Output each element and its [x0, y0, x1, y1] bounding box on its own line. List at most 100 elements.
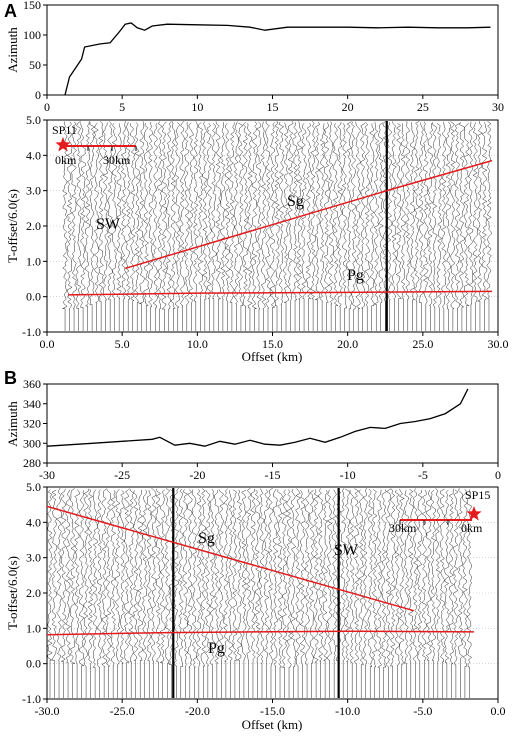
trace-wiggle [459, 122, 465, 308]
shot-point-label: SP11 [52, 123, 77, 137]
trace-wiggle [241, 489, 247, 661]
plot-frame [46, 4, 499, 96]
trace-wiggle [287, 121, 294, 302]
trace-wiggle [322, 490, 328, 661]
trace-wiggle [421, 489, 428, 661]
x-tick-label: -25 [114, 468, 130, 482]
trace-wiggle [143, 122, 150, 306]
trace-wiggle [305, 123, 312, 299]
trace-wiggle [175, 122, 181, 308]
sg-label: Sg [287, 193, 304, 210]
trace-wiggle [134, 122, 140, 303]
x-tick-label: 0 [44, 100, 50, 114]
y-tick-label: 2.0 [26, 219, 41, 233]
shot-point-label: SP15 [465, 488, 490, 502]
y-tick-label: 360 [23, 377, 41, 391]
trace-wiggle [486, 121, 492, 300]
trace-wiggle [107, 121, 113, 300]
trace-wiggle [114, 488, 121, 665]
trace-wiggle [395, 123, 402, 299]
trace-wiggle [349, 489, 355, 663]
azimuth-chart-b: -30 -25 -20 -15 -10 -5 0 280 300 320 340 360 Azimu… [5, 377, 501, 482]
trace-wiggle [236, 489, 243, 661]
trace-wiggle [385, 488, 392, 667]
location-inset: SP15 30km 0km [389, 488, 490, 535]
trace-wiggle [407, 489, 414, 663]
trace-wiggle [83, 488, 89, 667]
trace-wiggle [278, 121, 285, 305]
x-tick-label: -5.0 [413, 704, 432, 718]
star-icon [466, 506, 482, 521]
trace-wiggle [147, 121, 154, 308]
x-tick-label: -30.0 [35, 704, 60, 718]
y-ticks: 0 50 100 150 [23, 0, 47, 102]
trace-wiggle [346, 121, 352, 310]
y-tick-label: 3.0 [26, 551, 41, 565]
trace-wiggle [65, 489, 71, 663]
x-tick-label: -25.0 [110, 704, 135, 718]
azimuth-curve [64, 22, 491, 96]
trace-wiggle [250, 488, 256, 662]
y-ticks: 280 300 320 340 360 [23, 377, 47, 470]
trace-wiggle [362, 487, 369, 666]
trace-wiggle [220, 122, 226, 300]
y-ticks: -1.0 0.0 1.0 2.0 3.0 4.0 5.0 [22, 480, 47, 706]
trace-wiggle [344, 488, 351, 662]
x-axis-label: Offset (km) [242, 349, 303, 364]
trace-wiggle [448, 488, 455, 665]
trace-wiggle [454, 123, 461, 309]
trace-wiggle [313, 489, 319, 663]
y-tick-label: 0.0 [26, 290, 41, 304]
trace-wiggle [427, 123, 434, 306]
trace-wiggle [129, 123, 136, 302]
y-tick-label: 1.0 [26, 621, 41, 635]
trace-wiggle [457, 488, 464, 667]
trace-wiggle [413, 120, 420, 302]
trace-wiggle [209, 488, 216, 665]
trace-wiggle [125, 121, 131, 300]
trace-wiggle [435, 488, 441, 662]
trace-wiggle [137, 489, 144, 661]
sg-pick-line [124, 159, 493, 270]
trace-wiggle [445, 121, 452, 310]
trace-wiggle [398, 488, 405, 665]
trace-wiggle [412, 488, 419, 662]
trace-wiggle [197, 122, 204, 301]
trace-wiggle [394, 489, 400, 666]
trace-wiggle [260, 121, 267, 310]
trace-wiggle [355, 121, 361, 310]
star-icon [55, 137, 71, 152]
trace-wiggle [367, 488, 374, 667]
panel-letter-a: A [4, 1, 17, 21]
trace-wiggle [277, 489, 283, 668]
trace-wiggle [164, 488, 171, 664]
x-tick-label: 20.0 [337, 337, 358, 351]
trace-wiggle [364, 122, 370, 308]
trace-wiggle [418, 122, 425, 303]
x-tick-label: -30 [39, 468, 55, 482]
trace-wiggle [403, 490, 409, 664]
trace-wiggle [187, 489, 193, 668]
trace-wiggle [319, 123, 326, 302]
trace-wiggle [337, 122, 343, 308]
x-tick-label: 25 [417, 100, 429, 114]
trace-wiggle [78, 490, 85, 666]
trace-wiggle [196, 488, 202, 667]
trace-wiggle [290, 488, 297, 667]
trace-wiggle [430, 489, 437, 661]
trace-wiggle [80, 122, 86, 308]
x-tick-label: -15.0 [260, 704, 285, 718]
trace-wiggle [390, 488, 396, 667]
trace-wiggle [247, 123, 253, 309]
azimuth-chart-a: 0 5 10 15 20 25 30 0 50 100 150 Azimuth [5, 0, 504, 114]
trace-wiggle [218, 489, 225, 663]
trace-wiggle [110, 490, 117, 666]
y-tick-label: 4.0 [26, 148, 41, 162]
trace-wiggle [182, 489, 189, 668]
trace-wiggle [98, 121, 104, 302]
y-tick-label: 340 [23, 397, 41, 411]
trace-wiggle [369, 123, 375, 307]
trace-wiggle [314, 122, 321, 301]
trace-wiggle [409, 122, 416, 301]
trace-wiggle [436, 123, 443, 309]
